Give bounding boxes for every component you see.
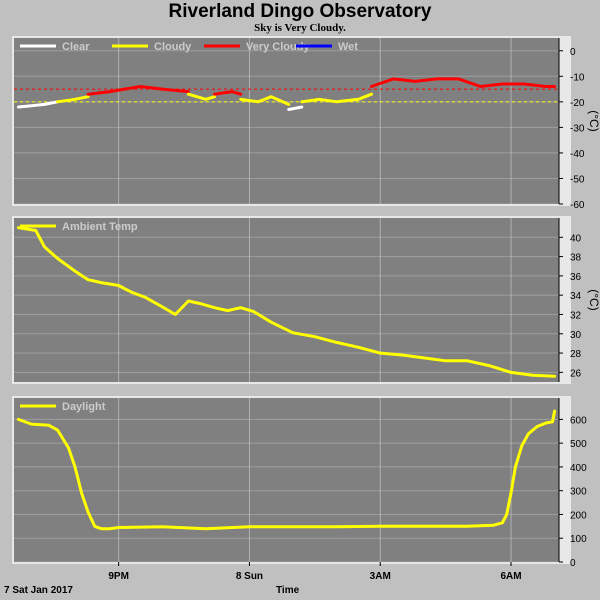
series-line-cloudy	[300, 92, 373, 104]
y-tick-label: 200	[570, 510, 587, 521]
chart-panel-daylight: 600 500 400 300 200 100 0 Daylight	[12, 396, 587, 569]
series-line-clear	[16, 100, 60, 109]
panel-background	[14, 398, 559, 562]
y-tick-label: 40	[570, 233, 582, 244]
legend-label: Wet	[338, 41, 358, 53]
y-tick-label: 36	[570, 272, 582, 283]
legend-label: Ambient Temp	[62, 221, 138, 233]
x-tick-label: 6AM	[500, 571, 521, 582]
y-tick-label: -20	[570, 98, 585, 109]
legend-label: Cloudy	[154, 41, 192, 53]
panel-background	[14, 218, 559, 382]
y-axis-unit-label: (°C)	[587, 110, 600, 131]
y-tick-label: 30	[570, 330, 582, 341]
y-tick-label: 400	[570, 463, 587, 474]
series-line-very-cloudy	[370, 77, 557, 88]
panel-background	[14, 38, 559, 204]
chart-panel-sky: 0 -10 -20 -30 -40 -50 -60 (°C) Clear Cloudy Very C…	[12, 36, 600, 211]
time-axis-label: Time	[276, 585, 300, 596]
series-line-daylight	[16, 409, 557, 531]
y-tick-label: 600	[570, 415, 587, 426]
series-line-very-cloudy	[86, 85, 190, 96]
y-tick-label: -50	[570, 174, 585, 185]
y-tick-label: 26	[570, 368, 582, 379]
legend-label: Clear	[62, 41, 90, 53]
y-tick-label: 32	[570, 310, 582, 321]
y-tick-label: 500	[570, 439, 587, 450]
legend-label: Daylight	[62, 401, 106, 413]
y-tick-label: 38	[570, 253, 582, 264]
y-tick-label: -60	[570, 200, 585, 211]
series-line-cloudy	[186, 92, 217, 101]
y-tick-label: 100	[570, 534, 587, 545]
y-tick-label: 34	[570, 291, 582, 302]
y-tick-label: 28	[570, 349, 582, 360]
y-tick-label: -40	[570, 149, 585, 160]
x-tick-label: 8 Sun	[236, 571, 263, 582]
page-title: Riverland Dingo Observatory	[168, 1, 432, 22]
series-line-cloudy	[239, 95, 291, 106]
y-tick-label: -30	[570, 123, 585, 134]
chart-panel-ambient: 40 38 36 34 32 30 28 26 (°C) Ambient Temp	[12, 216, 600, 384]
y-tick-label: -10	[570, 72, 585, 83]
x-tick-label: 9PM	[108, 571, 129, 582]
series-line-very-cloudy	[213, 90, 243, 96]
page-subtitle: Sky is Very Cloudy.	[254, 22, 346, 34]
series-line-ambient-temp	[16, 226, 557, 378]
date-label: 7 Sat Jan 2017	[4, 585, 73, 596]
y-axis-unit-label: (°C)	[587, 289, 600, 310]
y-tick-label: 0	[570, 47, 576, 58]
y-tick-label: 300	[570, 487, 587, 498]
y-tick-label: 0	[570, 558, 576, 569]
x-tick-label: 3AM	[370, 571, 391, 582]
series-line-clear	[287, 105, 304, 111]
legend-label: Very Cloudy	[246, 41, 310, 53]
series-line-cloudy	[56, 95, 90, 104]
